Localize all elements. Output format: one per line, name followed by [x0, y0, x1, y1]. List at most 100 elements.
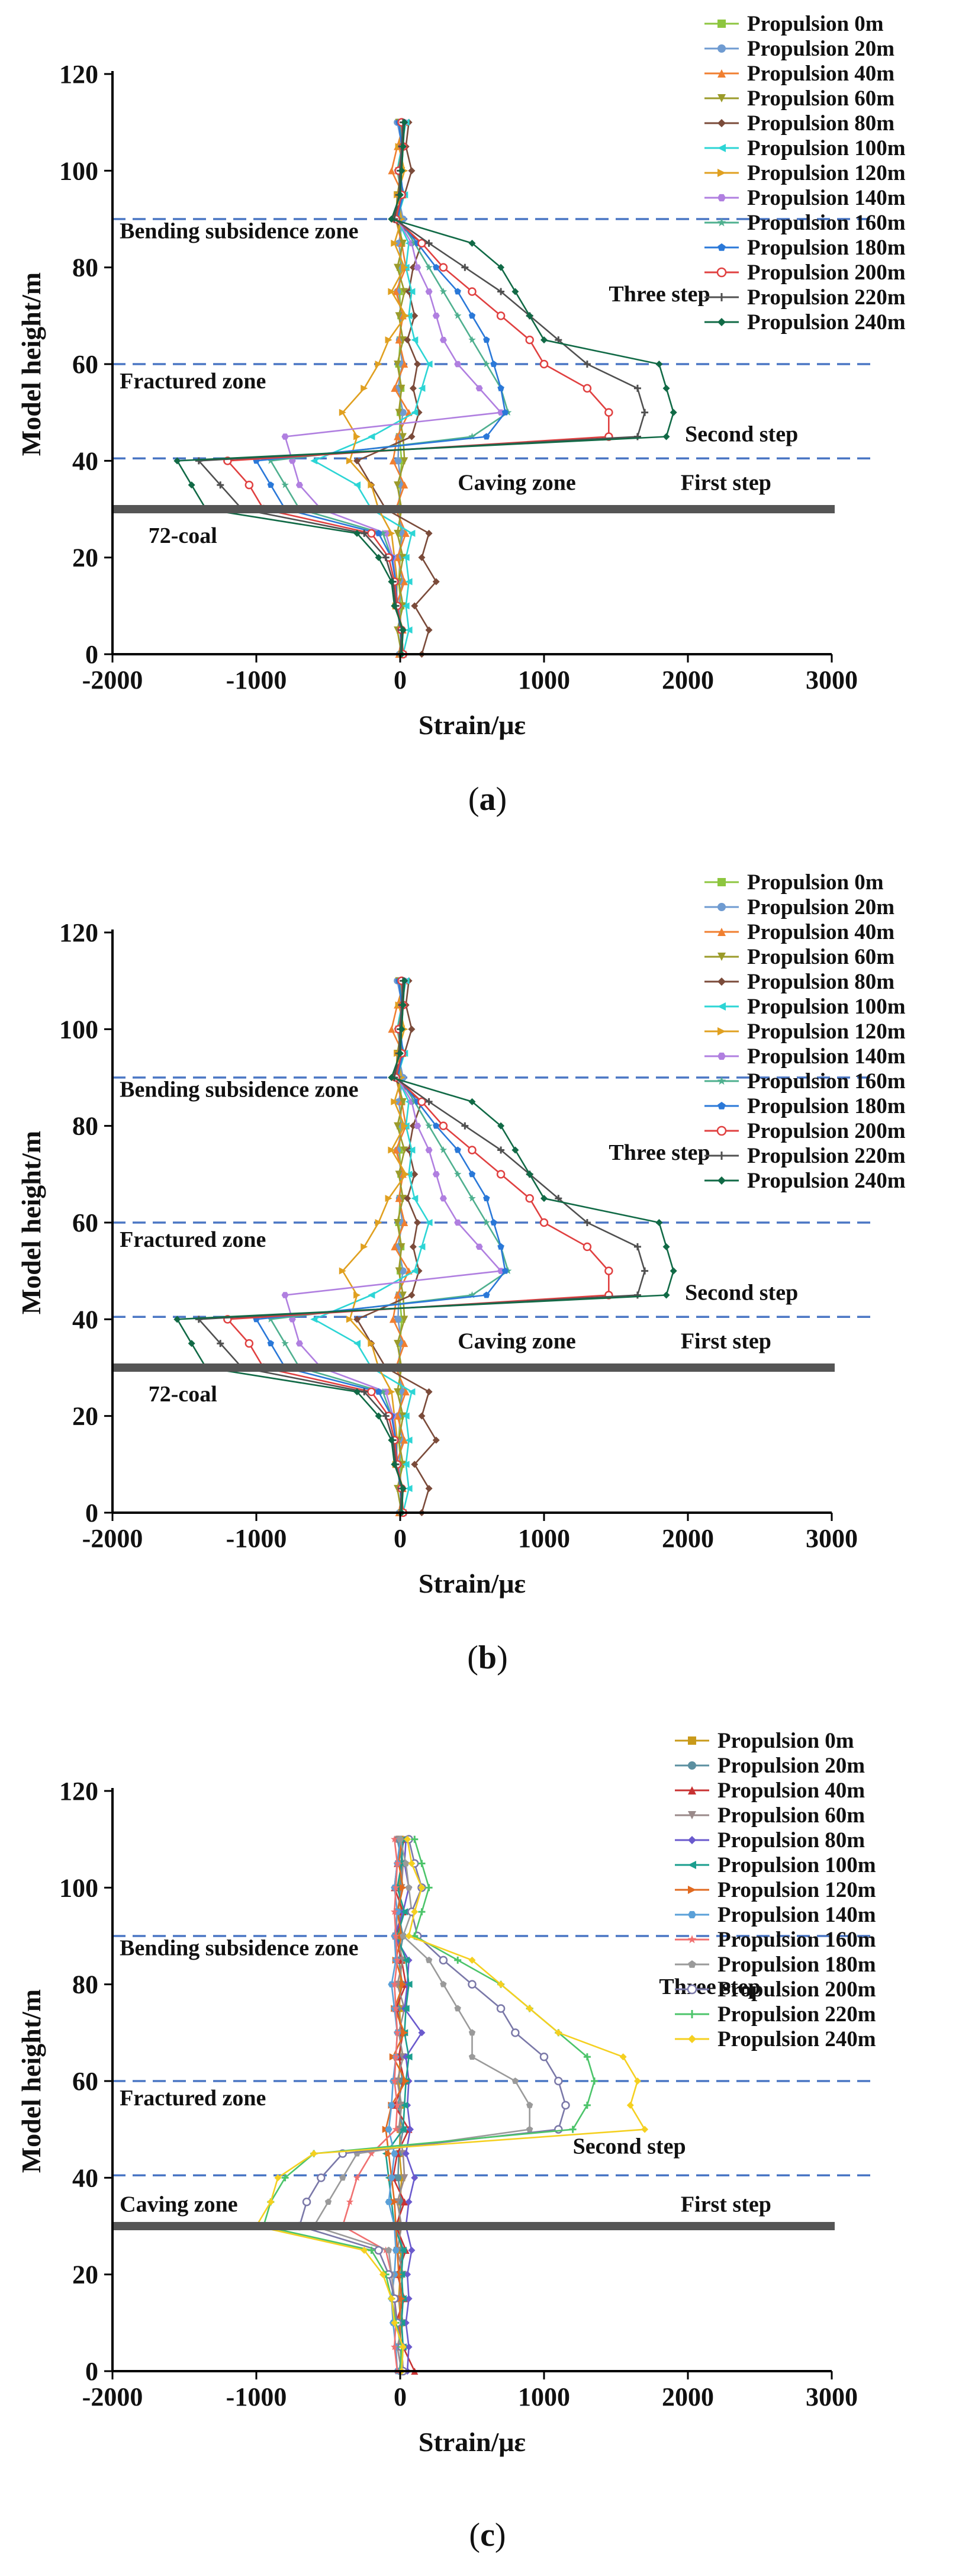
data-point-12-17 — [353, 529, 361, 537]
data-point-7-11 — [475, 1243, 483, 1250]
chart-svg-b: -2000 -1000 0 1000 2000 3000 0 20 40 60 80 100 120 St… — [16, 870, 906, 1599]
data-point-8-14 — [353, 2173, 361, 2181]
data-point-6-8 — [402, 312, 410, 320]
data-point-11-12 — [641, 1267, 649, 1275]
data-point-9-15 — [267, 481, 274, 488]
y-tick-label-4: 80 — [72, 253, 98, 282]
data-point-10-6 — [439, 263, 448, 272]
data-point-3-6 — [394, 263, 401, 271]
y-tick-label-2: 40 — [72, 446, 98, 475]
data-point-12-14 — [173, 1316, 181, 1323]
data-point-8-10 — [482, 360, 491, 368]
data-point-3-9 — [399, 336, 407, 344]
data-point-3-15 — [394, 481, 401, 489]
data-point-2-11 — [391, 384, 398, 392]
y-tick-label-6: 120 — [59, 918, 98, 947]
data-point-2-13 — [394, 1291, 401, 1299]
data-point-6-13 — [385, 2150, 392, 2157]
data-point-9-10 — [490, 1219, 497, 1226]
annotation-5: Second step — [685, 1281, 798, 1305]
legend-label-9: Propulsion 180m — [747, 1094, 906, 1118]
legend-swatch-marker-2 — [717, 928, 726, 936]
data-point-2-15 — [401, 1340, 408, 1348]
x-tick-label-1: -1000 — [226, 1524, 287, 1553]
legend-swatch-marker-7 — [717, 194, 726, 202]
data-point-3-5 — [399, 1098, 407, 1105]
data-point-5-20 — [402, 602, 410, 610]
data-point-12-9 — [540, 336, 548, 344]
data-point-4-21 — [425, 626, 433, 634]
data-point-3-6 — [394, 1122, 401, 1130]
series-line-9 — [313, 1839, 531, 2372]
y-tick-label-6: 120 — [59, 60, 98, 89]
legend-label-5: Propulsion 100m — [717, 1853, 876, 1877]
series-line-9 — [255, 980, 506, 1513]
data-point-3-14 — [401, 457, 408, 465]
y-tick-label-3: 60 — [72, 350, 98, 379]
data-point-10-7 — [496, 2004, 506, 2013]
data-point-11-12 — [569, 2125, 577, 2133]
data-point-10-10 — [539, 359, 549, 369]
data-point-12-11 — [626, 2101, 634, 2109]
data-point-11-11 — [633, 384, 641, 392]
data-point-10-17 — [367, 529, 376, 538]
data-point-12-21 — [399, 1485, 407, 1493]
legend-swatch-marker-3 — [717, 94, 726, 102]
data-point-2-17 — [402, 1388, 410, 1395]
legend-swatch-marker-0 — [717, 20, 726, 28]
data-point-12-6 — [497, 1980, 505, 1988]
data-point-6-5 — [391, 1098, 398, 1105]
data-point-5-12 — [411, 409, 419, 416]
data-point-2-7 — [392, 1146, 400, 1154]
data-point-2-14 — [389, 457, 397, 465]
data-point-3-10 — [394, 1219, 401, 1226]
data-point-12-4 — [388, 1074, 395, 1081]
data-point-7-13 — [391, 2150, 398, 2157]
data-point-10-14 — [317, 2173, 326, 2182]
series-line-8 — [269, 980, 509, 1513]
legend-swatch-marker-10 — [687, 1984, 697, 1995]
y-tick-label-1: 20 — [72, 1402, 98, 1431]
data-point-10-15 — [302, 2197, 311, 2207]
data-point-4-14 — [411, 2174, 419, 2182]
data-point-10-15 — [244, 1339, 254, 1348]
legend-swatch-marker-3 — [688, 1811, 696, 1819]
data-point-12-6 — [497, 1122, 505, 1130]
annotation-2: Caving zone — [458, 470, 576, 495]
legend-swatch-marker-6 — [688, 1886, 696, 1894]
x-tick-label-4: 2000 — [662, 1524, 714, 1553]
data-point-7-7 — [425, 1147, 433, 1153]
data-point-4-6 — [409, 1122, 417, 1130]
data-point-7-15 — [385, 2199, 392, 2205]
data-point-4-19 — [432, 1436, 440, 1444]
x-tick-label-2: 0 — [394, 1524, 407, 1553]
data-point-12-5 — [468, 239, 476, 247]
data-point-8-2 — [392, 1883, 400, 1891]
legend-swatch-marker-10 — [716, 1125, 727, 1136]
data-point-11-3 — [418, 1908, 426, 1916]
data-point-7-13 — [281, 433, 289, 440]
data-point-5-17 — [408, 529, 416, 537]
data-point-10-10 — [554, 2076, 563, 2086]
data-point-5-21 — [405, 1485, 413, 1493]
y-tick-label-0: 0 — [85, 1498, 98, 1527]
data-point-4-17 — [425, 529, 433, 537]
data-point-11-17 — [368, 2246, 375, 2254]
data-point-4-2 — [408, 167, 416, 175]
data-point-4-8 — [418, 2029, 426, 2037]
caption-letter-a: a — [479, 781, 496, 818]
data-point-12-12 — [641, 2125, 649, 2133]
data-point-9-10 — [511, 2077, 519, 2084]
data-point-4-9 — [404, 336, 411, 344]
data-point-12-15 — [188, 1340, 195, 1348]
data-point-12-15 — [267, 2198, 275, 2206]
data-point-2-13 — [394, 433, 401, 440]
legend-label-2: Propulsion 40m — [717, 1779, 865, 1803]
data-point-4-20 — [411, 602, 419, 610]
data-point-8-15 — [281, 1339, 289, 1347]
data-point-6-15 — [368, 1340, 375, 1348]
annotation-2: Caving zone — [120, 2192, 238, 2217]
y-tick-label-1: 20 — [72, 543, 98, 573]
legend-swatch-marker-1 — [688, 1761, 696, 1770]
data-point-11-5 — [425, 1098, 433, 1105]
